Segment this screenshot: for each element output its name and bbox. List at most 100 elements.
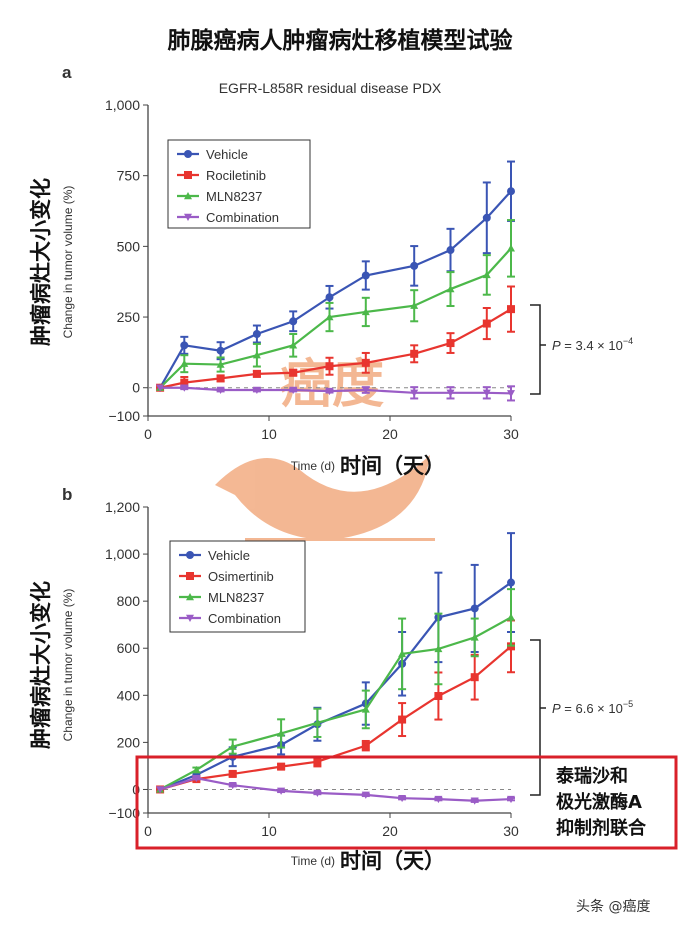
data-point bbox=[410, 261, 419, 270]
data-point bbox=[228, 742, 237, 750]
legend-label: Vehicle bbox=[208, 548, 250, 563]
data-point bbox=[252, 330, 261, 339]
data-point bbox=[228, 782, 237, 790]
x-axis-label-cn: 时间（天） bbox=[340, 454, 445, 478]
p-value-symbol: P bbox=[552, 701, 561, 716]
y-tick-label: 500 bbox=[117, 238, 141, 254]
data-point bbox=[482, 389, 491, 397]
data-point bbox=[313, 757, 322, 766]
data-point bbox=[289, 386, 298, 394]
page-title: 肺腺癌病人肿瘤病灶移植模型试验 bbox=[168, 27, 513, 54]
data-point bbox=[156, 384, 165, 392]
x-tick-label: 10 bbox=[261, 823, 277, 839]
significance-bracket bbox=[530, 639, 541, 796]
data-point bbox=[325, 387, 334, 396]
data-point bbox=[277, 787, 286, 795]
data-point bbox=[180, 384, 189, 392]
legend-marker bbox=[184, 213, 192, 221]
data-point bbox=[482, 213, 491, 222]
data-point bbox=[289, 341, 298, 349]
data-point bbox=[252, 386, 261, 394]
data-point bbox=[470, 633, 479, 641]
watermark-swoosh bbox=[215, 455, 430, 540]
data-point bbox=[216, 346, 225, 355]
data-point bbox=[434, 692, 443, 701]
data-point bbox=[446, 285, 455, 293]
watermark-logo: 癌度 bbox=[215, 355, 435, 541]
y-tick-label: 250 bbox=[117, 309, 141, 325]
series-mln8237 bbox=[156, 219, 515, 391]
series-line bbox=[159, 777, 512, 802]
data-point bbox=[361, 386, 370, 394]
data-point bbox=[277, 729, 286, 737]
y-axis-label-cn: 肿瘤病灶大小变化 bbox=[29, 178, 53, 346]
data-point bbox=[361, 358, 370, 367]
x-tick-label: 10 bbox=[261, 426, 277, 442]
x-tick-label: 0 bbox=[144, 426, 152, 442]
data-point bbox=[228, 769, 237, 778]
data-point bbox=[361, 271, 370, 280]
series-line bbox=[159, 645, 512, 791]
series-combination bbox=[156, 384, 515, 402]
y-axis-label: Change in tumor volume (%) bbox=[61, 589, 75, 742]
data-point bbox=[252, 351, 261, 359]
data-point bbox=[446, 389, 455, 397]
data-point bbox=[325, 362, 334, 371]
data-point bbox=[482, 319, 491, 328]
legend-label: Combination bbox=[208, 611, 281, 626]
data-point bbox=[410, 389, 419, 397]
legend-marker bbox=[184, 150, 192, 158]
series-rociletinib bbox=[156, 285, 515, 392]
data-point bbox=[410, 301, 419, 309]
data-point bbox=[507, 578, 515, 587]
x-tick-label: 30 bbox=[503, 823, 519, 839]
watermark-line bbox=[245, 538, 435, 541]
data-point bbox=[216, 360, 225, 368]
p-value-exponent: −4 bbox=[623, 336, 633, 346]
x-tick-label: 30 bbox=[503, 426, 519, 442]
data-point bbox=[470, 673, 479, 682]
data-point bbox=[507, 390, 515, 398]
data-point bbox=[192, 765, 201, 774]
data-point bbox=[434, 795, 443, 804]
legend-marker bbox=[186, 614, 194, 622]
data-point bbox=[361, 705, 370, 713]
y-tick-label: 1,000 bbox=[105, 97, 140, 113]
legend-marker bbox=[186, 572, 194, 580]
x-axis-label: Time (d) bbox=[291, 854, 335, 868]
significance-bracket bbox=[530, 304, 541, 395]
data-point bbox=[180, 359, 189, 367]
p-value: P = 6.6 × 10−5 bbox=[552, 699, 633, 716]
data-point bbox=[216, 374, 225, 383]
data-point bbox=[325, 313, 334, 321]
data-point bbox=[289, 317, 298, 326]
annotation-box bbox=[135, 755, 678, 850]
data-point bbox=[446, 246, 455, 255]
p-value-text: = 6.6 × 10 bbox=[561, 701, 623, 716]
data-point bbox=[507, 187, 515, 196]
data-point bbox=[398, 715, 407, 724]
y-tick-label: 600 bbox=[117, 640, 141, 656]
data-point bbox=[482, 270, 491, 279]
annotation-line-1: 泰瑞沙和 bbox=[555, 765, 628, 787]
data-point bbox=[470, 604, 479, 613]
data-point bbox=[325, 293, 334, 302]
data-point bbox=[192, 774, 201, 783]
x-axis-label-cn: 时间（天） bbox=[340, 849, 445, 873]
y-tick-label: 0 bbox=[132, 380, 140, 396]
panel-label: a bbox=[62, 63, 72, 82]
y-tick-label: 400 bbox=[117, 687, 141, 703]
x-axis-label: Time (d) bbox=[291, 459, 335, 473]
series-combination bbox=[156, 774, 515, 805]
data-point bbox=[180, 378, 189, 387]
data-point bbox=[156, 786, 165, 794]
legend: Vehicle Osimertinib MLN8237 Combination bbox=[169, 540, 306, 633]
y-tick-label: 1,000 bbox=[105, 546, 140, 562]
legend-marker bbox=[186, 551, 194, 559]
legend-label: Rociletinib bbox=[206, 168, 266, 183]
data-point bbox=[252, 369, 261, 378]
legend-marker bbox=[184, 192, 192, 200]
legend-label: Vehicle bbox=[206, 147, 248, 162]
